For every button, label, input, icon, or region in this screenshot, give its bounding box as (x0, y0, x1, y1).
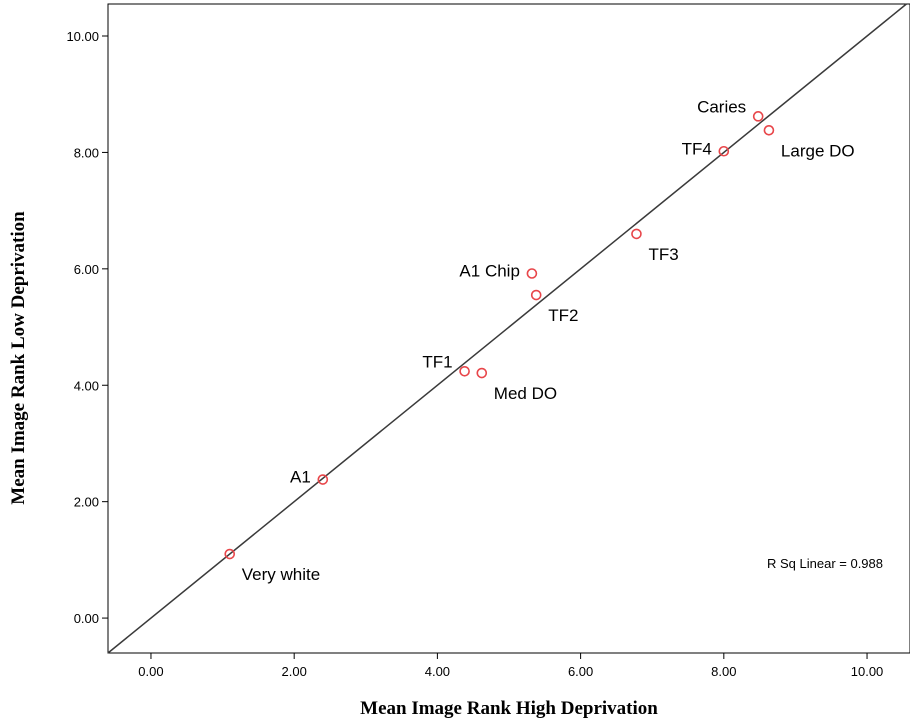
y-tick-label: 0.00 (74, 611, 99, 626)
point-label: Caries (697, 97, 746, 116)
point-label: TF1 (422, 352, 452, 371)
y-tick-label: 2.00 (74, 495, 99, 510)
data-point (459, 365, 470, 377)
x-tick-label: 4.00 (425, 664, 450, 679)
data-points (224, 111, 775, 560)
x-tick-label: 2.00 (282, 664, 307, 679)
data-point (631, 228, 642, 240)
data-point (530, 289, 542, 301)
data-point (763, 125, 775, 136)
point-label: TF2 (548, 306, 578, 325)
y-tick-label: 6.00 (74, 262, 99, 277)
y-tick-label: 10.00 (66, 29, 99, 44)
x-axis-title: Mean Image Rank High Deprivation (360, 698, 658, 719)
x-axis: 0.00 2.00 4.00 6.00 8.00 10.00 (138, 653, 883, 679)
point-label: Very white (242, 565, 320, 584)
point-label: TF3 (648, 245, 678, 264)
data-point (526, 268, 538, 279)
data-point (224, 548, 236, 560)
point-label: TF4 (682, 139, 712, 158)
point-label: Large DO (781, 141, 855, 160)
x-tick-label: 10.00 (851, 664, 884, 679)
y-axis-title: Mean Image Rank Low Deprivation (8, 211, 29, 505)
data-point (752, 111, 764, 122)
point-label: A1 Chip (459, 261, 519, 280)
point-labels: Very white A1 TF1 Med DO TF2 A1 Chip TF3 TF4 Car… (242, 97, 855, 584)
x-tick-label: 8.00 (711, 664, 736, 679)
y-axis: 0.00 2.00 4.00 6.00 8.00 10.00 (66, 29, 108, 626)
x-tick-label: 6.00 (568, 664, 593, 679)
data-point (718, 145, 730, 157)
data-point (317, 474, 329, 485)
point-label: A1 (290, 468, 311, 487)
point-label: Med DO (494, 384, 557, 403)
fit-line (107, 3, 907, 654)
x-tick-label: 0.00 (138, 664, 163, 679)
r-squared-annotation: R Sq Linear = 0.988 (767, 556, 883, 571)
y-tick-label: 4.00 (74, 378, 99, 393)
data-point (476, 367, 488, 379)
y-tick-label: 8.00 (74, 145, 99, 160)
